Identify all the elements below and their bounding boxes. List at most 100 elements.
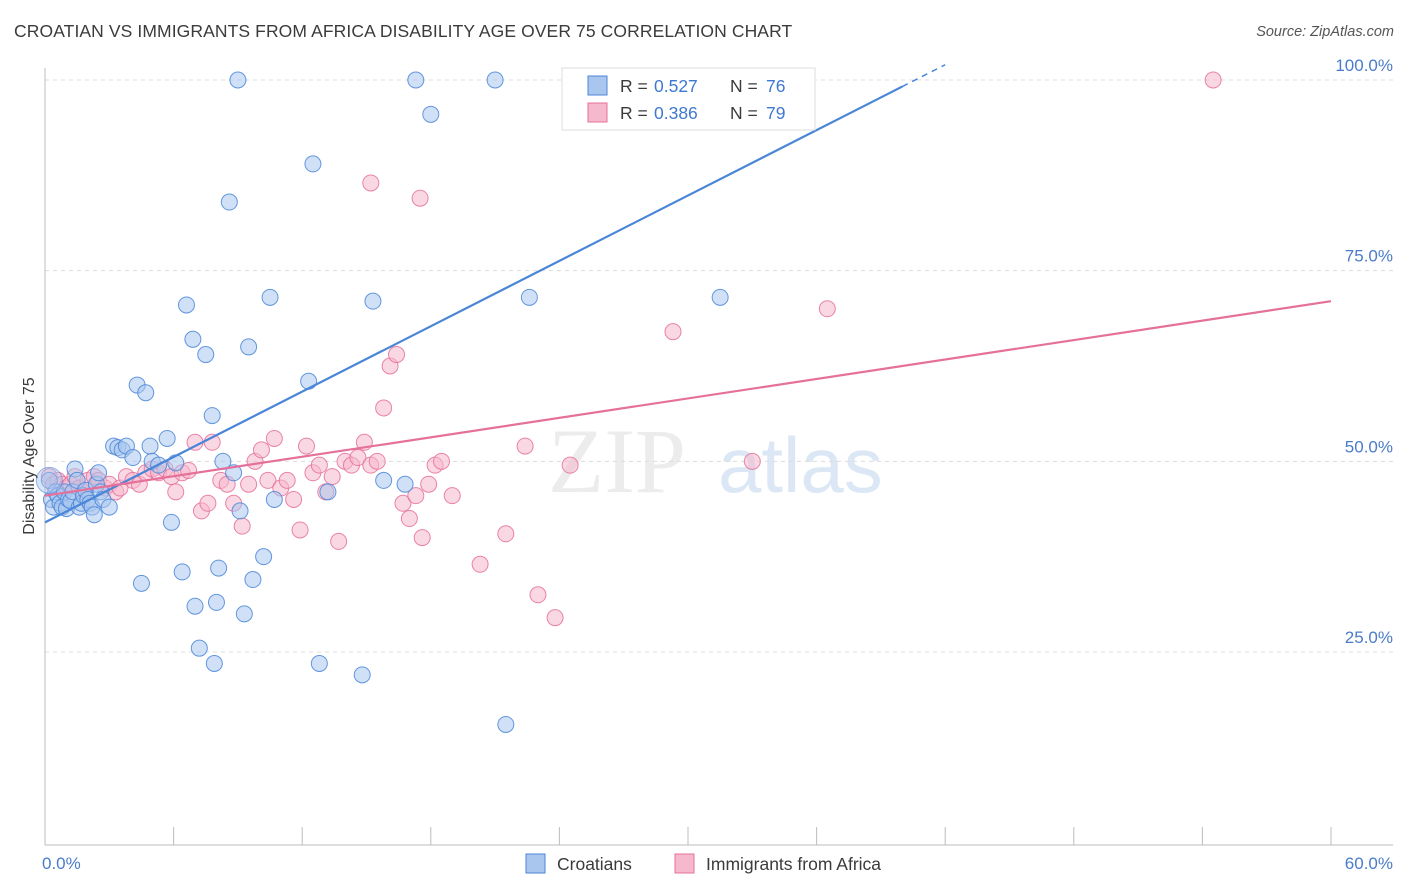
croatians-point bbox=[310, 654, 328, 672]
croatians-point bbox=[364, 292, 382, 310]
croatians-point bbox=[177, 296, 195, 314]
immigrants-point bbox=[368, 452, 386, 470]
stats-r-immigrants: 0.386 bbox=[654, 103, 698, 123]
croatians-point bbox=[261, 288, 279, 306]
immigrants-point bbox=[529, 586, 547, 604]
croatians-point bbox=[132, 574, 150, 592]
croatians-point bbox=[407, 71, 425, 89]
chart-title: CROATIAN VS IMMIGRANTS FROM AFRICA DISAB… bbox=[14, 21, 793, 41]
stats-swatch-immigrants bbox=[587, 102, 608, 123]
trend-lines bbox=[44, 64, 1332, 524]
stats-n-label-croatians: N = bbox=[730, 76, 758, 96]
immigrants-point bbox=[278, 471, 296, 489]
croatians-point bbox=[235, 605, 253, 623]
immigrants-point bbox=[546, 609, 564, 627]
trend-line-croatians bbox=[44, 85, 903, 524]
tick-labels: 25.0% 50.0% 75.0% 100.0% 0.0% 60.0% bbox=[42, 56, 1393, 873]
immigrants-point bbox=[516, 437, 534, 455]
croatians-point bbox=[497, 715, 515, 733]
croatians-point bbox=[167, 454, 185, 472]
croatians-point bbox=[231, 502, 249, 520]
immigrants-point bbox=[1204, 71, 1222, 89]
croatians-point bbox=[265, 490, 283, 508]
croatians-point bbox=[197, 346, 215, 364]
immigrants-point bbox=[297, 437, 315, 455]
immigrants-point bbox=[664, 323, 682, 341]
immigrants-point bbox=[394, 494, 412, 512]
stats-n-label-immigrants: N = bbox=[730, 103, 758, 123]
croatians-point bbox=[255, 548, 273, 566]
immigrants-point bbox=[497, 525, 515, 543]
croatians-point bbox=[422, 105, 440, 123]
stats-swatch-croatians bbox=[587, 75, 608, 96]
croatians-point bbox=[375, 471, 393, 489]
immigrants-point bbox=[291, 521, 309, 539]
legend-swatch-immigrants bbox=[674, 853, 695, 874]
croatians-point bbox=[240, 338, 258, 356]
immigrants-point bbox=[407, 487, 425, 505]
immigrants-point bbox=[233, 517, 251, 535]
croatians-point bbox=[711, 288, 729, 306]
stats-r-croatians: 0.527 bbox=[654, 76, 698, 96]
croatians-point bbox=[186, 597, 204, 615]
croatians-point bbox=[158, 429, 176, 447]
croatians-point bbox=[190, 639, 208, 657]
croatians-point bbox=[35, 466, 63, 494]
croatians-point bbox=[184, 330, 202, 348]
stats-n-immigrants: 79 bbox=[766, 103, 785, 123]
croatians-point bbox=[85, 506, 103, 524]
immigrants-point bbox=[285, 490, 303, 508]
trend-line-immigrants bbox=[44, 300, 1332, 497]
croatians-point bbox=[396, 475, 414, 493]
immigrants-point bbox=[330, 532, 348, 550]
croatians-point bbox=[162, 513, 180, 531]
immigrants-point bbox=[420, 475, 438, 493]
croatians-point bbox=[210, 559, 228, 577]
y-axis-label: Disability Age Over 75 bbox=[21, 377, 38, 535]
x-tick-label-right: 60.0% bbox=[1345, 854, 1393, 873]
croatians-point bbox=[207, 593, 225, 611]
x-tick-label-left: 0.0% bbox=[42, 854, 81, 873]
croatians-point bbox=[319, 483, 337, 501]
axes bbox=[44, 68, 1393, 846]
immigrants-point bbox=[252, 441, 270, 459]
immigrants-point bbox=[561, 456, 579, 474]
croatians-point bbox=[229, 71, 247, 89]
legend-label-croatians: Croatians bbox=[557, 854, 632, 874]
immigrants-point bbox=[743, 452, 761, 470]
immigrants-point bbox=[265, 429, 283, 447]
croatians-point bbox=[520, 288, 538, 306]
immigrants-point bbox=[199, 494, 217, 512]
immigrants-point bbox=[471, 555, 489, 573]
immigrants-point bbox=[362, 174, 380, 192]
immigrants-point bbox=[240, 475, 258, 493]
croatians-point bbox=[220, 193, 238, 211]
y-tick-label: 25.0% bbox=[1345, 628, 1393, 647]
croatians-point bbox=[205, 654, 223, 672]
stats-legend: R = 0.527 N = 76 R = 0.386 N = 79 bbox=[561, 67, 816, 131]
series-immigrants-from-africa bbox=[40, 71, 1222, 627]
legend-label-immigrants: Immigrants from Africa bbox=[706, 854, 881, 874]
stats-r-label-immigrants: R = bbox=[620, 103, 648, 123]
immigrants-point bbox=[310, 456, 328, 474]
immigrants-point bbox=[375, 399, 393, 417]
y-tick-label: 75.0% bbox=[1345, 247, 1393, 266]
immigrants-point bbox=[323, 468, 341, 486]
immigrants-point bbox=[818, 300, 836, 318]
immigrants-point bbox=[388, 346, 406, 364]
croatians-point bbox=[304, 155, 322, 173]
trend-line-croatians-extension bbox=[901, 64, 946, 88]
immigrants-point bbox=[413, 529, 431, 547]
series-legend: Croatians Immigrants from Africa bbox=[525, 853, 881, 874]
immigrants-point bbox=[411, 189, 429, 207]
source-credit: Source: ZipAtlas.com bbox=[1256, 24, 1394, 40]
immigrants-point bbox=[167, 483, 185, 501]
legend-swatch-croatians bbox=[525, 853, 546, 874]
stats-n-croatians: 76 bbox=[766, 76, 785, 96]
croatians-point bbox=[300, 372, 318, 390]
immigrants-point bbox=[433, 452, 451, 470]
watermark-atlas: atlas bbox=[718, 421, 883, 509]
croatians-point bbox=[353, 666, 371, 684]
immigrants-point bbox=[259, 471, 277, 489]
